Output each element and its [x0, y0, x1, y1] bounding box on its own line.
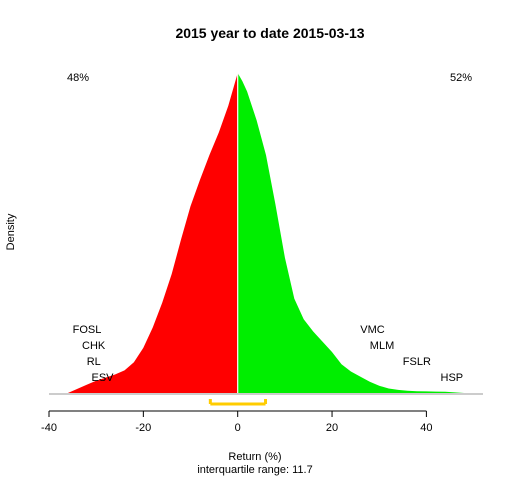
x-tick-label: 20 — [326, 422, 338, 434]
iqr-bracket — [208, 399, 268, 406]
x-axis: -40 -20 0 20 40 — [41, 410, 433, 434]
y-axis-label: Density — [5, 213, 17, 250]
right-tail-ticker-label: FSLR — [403, 356, 431, 368]
left-tail-ticker-label: FOSL — [73, 324, 102, 336]
right-tail-ticker-label: MLM — [370, 340, 394, 352]
chart-title: 2015 year to date 2015-03-13 — [175, 25, 364, 41]
x-axis-label: Return (%) — [228, 451, 281, 463]
negative-share-label: 48% — [67, 72, 89, 84]
right-tail-tickers: VMC MLM FSLR HSP — [360, 324, 463, 384]
x-tick-label: -20 — [135, 422, 151, 434]
negative-returns-area — [67, 73, 238, 393]
x-tick-label: -40 — [41, 422, 57, 434]
positive-returns-area — [237, 73, 465, 393]
iqr-caption: interquartile range: 11.7 — [197, 464, 312, 476]
plot-area — [49, 73, 483, 406]
x-tick-label: 0 — [235, 422, 241, 434]
left-tail-ticker-label: ESV — [92, 372, 115, 384]
left-tail-tickers: FOSL CHK RL ESV — [73, 324, 115, 384]
right-tail-ticker-label: VMC — [360, 324, 385, 336]
left-tail-ticker-label: CHK — [82, 340, 106, 352]
positive-share-label: 52% — [450, 72, 472, 84]
right-tail-ticker-label: HSP — [441, 372, 464, 384]
left-tail-ticker-label: RL — [87, 356, 101, 368]
x-tick-label: 40 — [420, 422, 432, 434]
